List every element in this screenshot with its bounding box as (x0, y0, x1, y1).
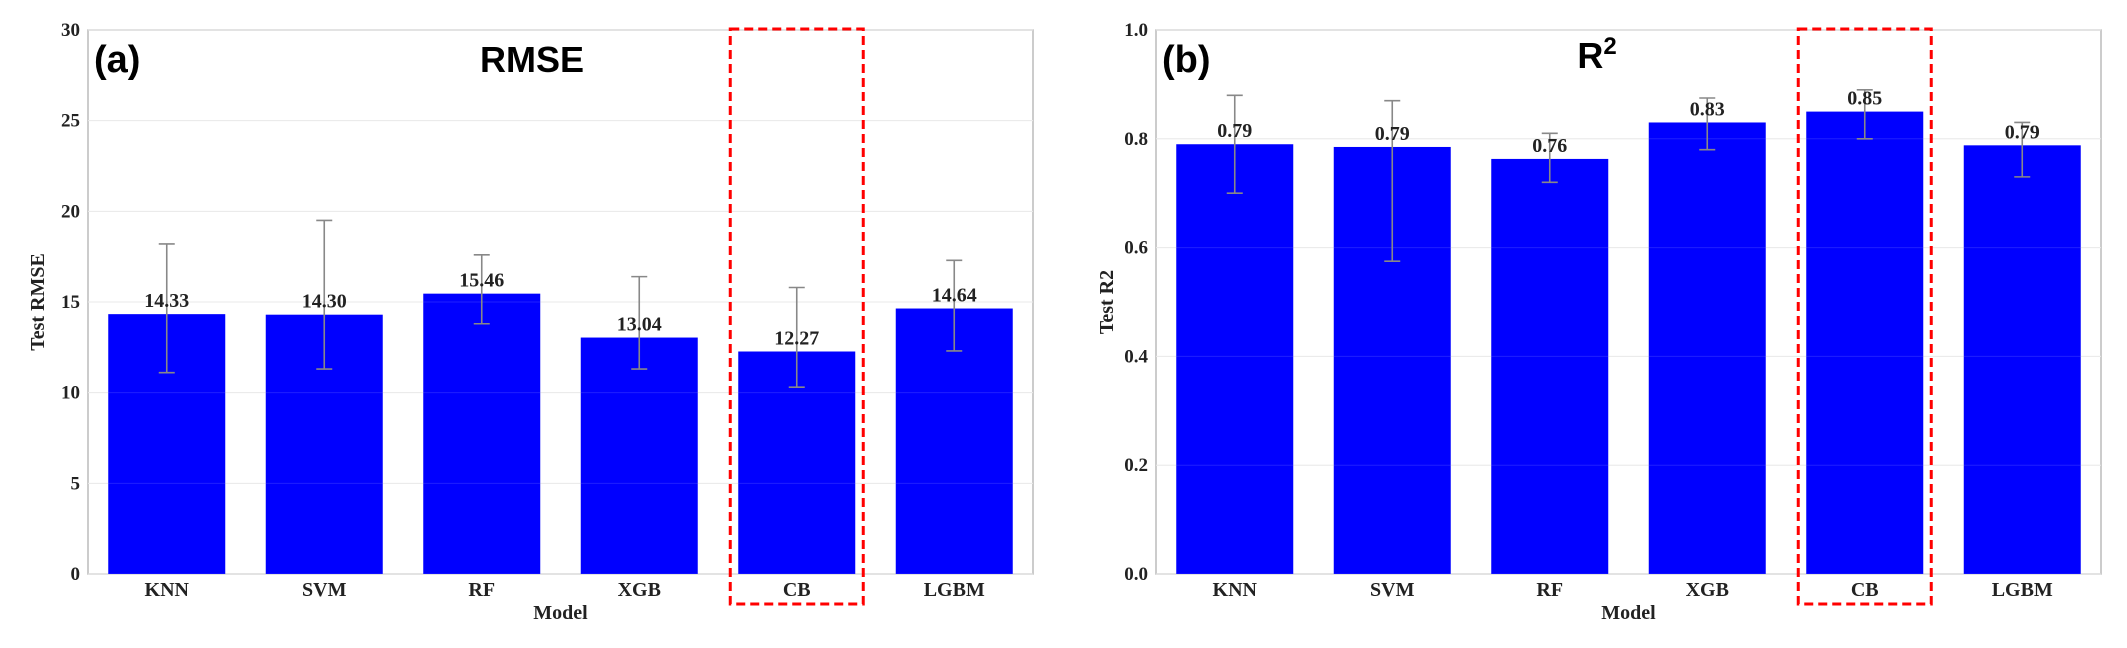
y-tick-label: 0.4 (1124, 346, 1148, 367)
x-tick-label: RF (468, 579, 495, 601)
bar-xgb (1648, 122, 1766, 574)
y-tick-label: 0 (71, 564, 81, 585)
x-tick-label: KNN (145, 579, 190, 601)
highlight-box-cb (1796, 27, 1933, 606)
panel-title-superscript: 2 (1603, 33, 1616, 60)
y-tick-label: 10 (61, 383, 80, 404)
value-label-cb: 12.27 (774, 328, 819, 350)
error-bar-svm (1384, 99, 1401, 263)
bar-rf (1491, 158, 1609, 575)
value-label-rf: 0.76 (1532, 135, 1567, 157)
bar-cb (738, 351, 856, 574)
x-tick-label: CB (783, 579, 811, 601)
y-tick-label: 1.0 (1124, 20, 1148, 41)
x-axis-label: Model (1601, 602, 1656, 624)
y-axis-label: Test R2 (1096, 270, 1118, 334)
y-axis-label: Test RMSE (27, 253, 49, 351)
bar-xgb (580, 337, 698, 574)
value-label-lgbm: 0.79 (2005, 121, 2040, 143)
y-tick-label: 30 (61, 20, 80, 41)
value-label-knn: 0.79 (1217, 120, 1252, 142)
plot-frame (1155, 29, 2102, 575)
error-bar-cb (1856, 89, 1873, 140)
x-tick-label: SVM (302, 579, 347, 601)
panel-title-text: RMSE (480, 39, 584, 80)
error-bar-rf (1541, 132, 1558, 184)
y-tick-label: 0.8 (1124, 129, 1148, 150)
error-bar-lgbm (2014, 121, 2031, 178)
bar-cb (1806, 111, 1924, 574)
error-bar-rf (473, 254, 490, 325)
panel-title: R2 (1577, 33, 1616, 76)
error-bar-svm (316, 219, 333, 370)
x-tick-label: XGB (618, 579, 661, 601)
x-tick-label: XGB (1686, 579, 1729, 601)
value-label-xgb: 0.83 (1690, 98, 1725, 120)
x-tick-label: RF (1536, 579, 1563, 601)
bar-rf (423, 293, 541, 574)
value-label-svm: 0.79 (1375, 123, 1410, 145)
chart-panel-a: 0 5 10 15 20 25 30 14.33 14.30 15.46 13.04 12.27 14.… (27, 20, 1034, 624)
error-bar-cb (788, 286, 805, 389)
y-tick-label: 20 (61, 201, 80, 222)
y-tick-label: 0.2 (1124, 455, 1148, 476)
y-tick-label: 15 (61, 292, 80, 313)
panel-tag: (b) (1162, 39, 1211, 81)
value-label-svm: 14.30 (302, 291, 347, 313)
error-bar-knn (1226, 94, 1243, 194)
value-label-xgb: 13.04 (617, 314, 662, 336)
highlight-box-cb (728, 27, 865, 606)
chart-panel-b: 0.0 0.2 0.4 0.6 0.8 1.0 0.79 0.79 0.76 0.83 0.85 0.… (1096, 20, 2102, 624)
panel-title: RMSE (480, 39, 584, 80)
value-label-knn: 14.33 (144, 290, 189, 312)
error-bar-xgb (631, 275, 648, 370)
x-tick-label: LGBM (1992, 579, 2053, 601)
panel-tag: (a) (94, 39, 140, 81)
x-axis-label: Model (533, 602, 588, 624)
error-bar-knn (158, 243, 175, 374)
error-bar-lgbm (946, 259, 963, 352)
y-tick-label: 0.0 (1124, 564, 1148, 585)
x-tick-label: LGBM (924, 579, 985, 601)
value-label-rf: 15.46 (459, 270, 504, 292)
bar-lgbm (1963, 145, 2081, 574)
panel-title-text: R (1577, 35, 1603, 76)
x-tick-label: KNN (1213, 579, 1258, 601)
y-tick-label: 5 (71, 473, 81, 494)
y-tick-label: 25 (61, 111, 80, 132)
bar-lgbm (895, 308, 1013, 574)
value-label-cb: 0.85 (1847, 88, 1882, 110)
value-label-lgbm: 14.64 (932, 285, 977, 307)
y-tick-label: 0.6 (1124, 238, 1148, 259)
x-tick-label: SVM (1370, 579, 1415, 601)
bar-knn (1176, 144, 1294, 575)
x-tick-label: CB (1851, 579, 1879, 601)
error-bar-xgb (1699, 97, 1716, 151)
